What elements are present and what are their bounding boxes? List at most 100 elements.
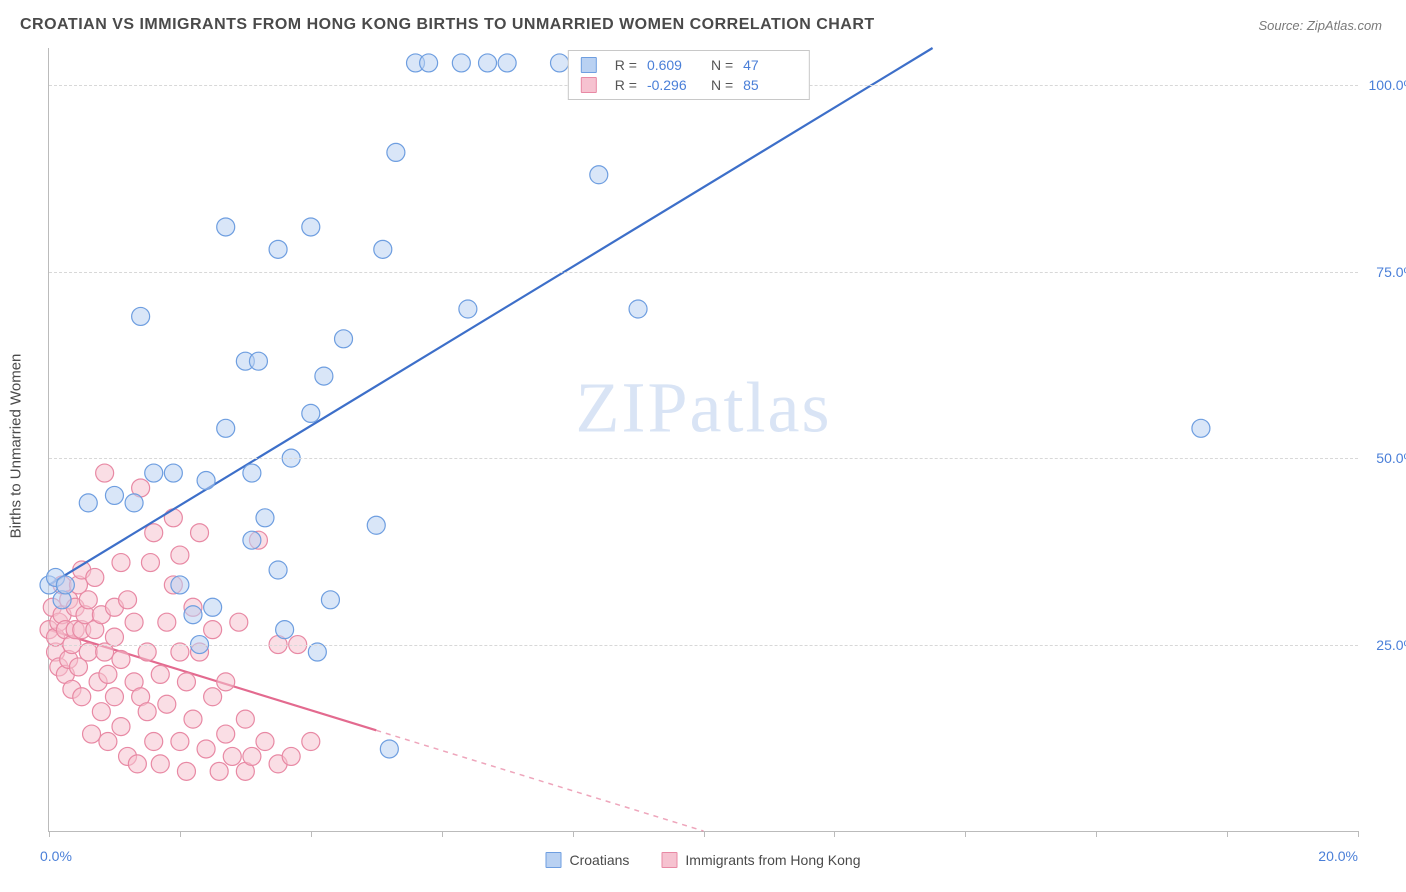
swatch-series-1 [581,77,597,93]
data-point [79,494,97,512]
x-tick [704,831,705,837]
data-point [73,688,91,706]
data-point [171,576,189,594]
data-point [197,740,215,758]
n-label: N = [711,57,733,73]
data-point [249,352,267,370]
data-point [498,54,516,72]
data-point [217,218,235,236]
x-end-label: 20.0% [1318,848,1358,864]
regression-line-solid [49,48,933,585]
x-tick [442,831,443,837]
data-point [217,673,235,691]
data-point [112,650,130,668]
data-point [125,613,143,631]
swatch-legend-0 [546,852,562,868]
data-point [374,240,392,258]
data-point [256,509,274,527]
data-point [151,665,169,683]
data-point [302,404,320,422]
data-point [158,695,176,713]
data-point [145,464,163,482]
regression-line-dashed [376,730,703,831]
data-point [119,591,137,609]
data-point [204,688,222,706]
x-tick [573,831,574,837]
data-point [282,747,300,765]
gridline-h [49,645,1358,646]
x-tick [834,831,835,837]
x-tick [1096,831,1097,837]
stats-row-series-1: R = -0.296 N = 85 [581,75,797,95]
bottom-legend: Croatians Immigrants from Hong Kong [546,852,861,868]
data-point [184,710,202,728]
chart-svg [49,48,1358,831]
stats-row-series-0: R = 0.609 N = 47 [581,55,797,75]
source-attribution: Source: ZipAtlas.com [1258,18,1382,33]
y-tick-label: 100.0% [1369,77,1406,93]
data-point [112,718,130,736]
data-point [236,710,254,728]
data-point [56,576,74,594]
data-point [197,472,215,490]
data-point [387,143,405,161]
data-point [243,464,261,482]
data-point [177,673,195,691]
data-point [243,747,261,765]
data-point [551,54,569,72]
legend-label-0: Croatians [570,852,630,868]
data-point [590,166,608,184]
data-point [171,546,189,564]
data-point [79,591,97,609]
x-tick [965,831,966,837]
data-point [269,240,287,258]
data-point [210,762,228,780]
data-point [132,307,150,325]
data-point [459,300,477,318]
gridline-h [49,272,1358,273]
y-tick-label: 75.0% [1376,264,1406,280]
data-point [380,740,398,758]
plot-area: ZIPatlas 25.0%50.0%75.0%100.0% [48,48,1358,832]
data-point [420,54,438,72]
n-label: N = [711,77,733,93]
data-point [367,516,385,534]
data-point [191,524,209,542]
data-point [105,486,123,504]
data-point [171,733,189,751]
data-point [479,54,497,72]
data-point [184,606,202,624]
x-tick [49,831,50,837]
data-point [164,464,182,482]
r-label: R = [615,57,637,73]
r-value-series-0: 0.609 [647,57,701,73]
data-point [177,762,195,780]
data-point [138,703,156,721]
r-label: R = [615,77,637,93]
data-point [141,554,159,572]
n-value-series-0: 47 [743,57,797,73]
y-tick-label: 50.0% [1376,450,1406,466]
stats-legend-box: R = 0.609 N = 47 R = -0.296 N = 85 [568,50,810,100]
swatch-series-0 [581,57,597,73]
data-point [217,725,235,743]
x-tick [311,831,312,837]
data-point [223,747,241,765]
data-point [86,568,104,586]
data-point [145,524,163,542]
data-point [230,613,248,631]
data-point [315,367,333,385]
data-point [217,419,235,437]
data-point [243,531,261,549]
data-point [105,688,123,706]
chart-title: CROATIAN VS IMMIGRANTS FROM HONG KONG BI… [20,16,875,34]
data-point [302,733,320,751]
data-point [151,755,169,773]
data-point [99,733,117,751]
legend-label-1: Immigrants from Hong Kong [685,852,860,868]
x-tick [1358,831,1359,837]
legend-item-1: Immigrants from Hong Kong [661,852,860,868]
data-point [158,613,176,631]
data-point [83,725,101,743]
data-point [321,591,339,609]
